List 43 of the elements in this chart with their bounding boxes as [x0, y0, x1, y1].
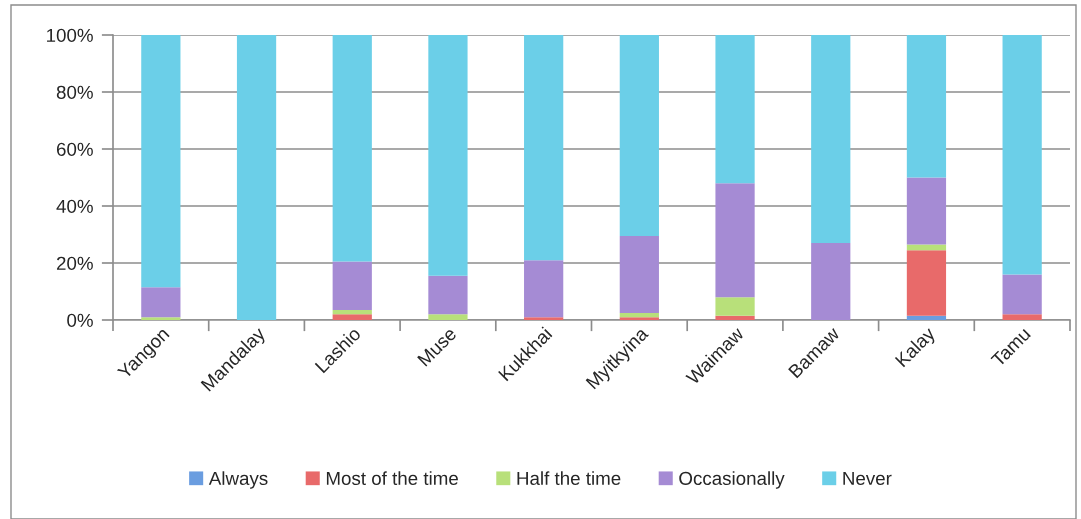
bar	[524, 260, 564, 318]
bar	[619, 235, 659, 313]
bar	[1002, 35, 1042, 275]
y-tick-label: 20%	[56, 256, 93, 270]
bar	[141, 317, 181, 320]
legend-label: Half the time	[517, 471, 621, 486]
bar	[332, 35, 372, 262]
bar	[332, 310, 372, 315]
legend-label: Always	[208, 471, 268, 489]
bar	[524, 35, 564, 261]
bar	[906, 250, 947, 316]
bar	[332, 261, 372, 311]
bar	[428, 314, 468, 320]
legend-label: Most of the time	[326, 471, 458, 486]
bar	[428, 275, 468, 315]
bar	[524, 317, 564, 320]
bar	[1002, 314, 1042, 320]
bar	[715, 315, 755, 320]
bar	[619, 317, 659, 320]
bar	[715, 297, 755, 316]
legend-label: Never	[843, 471, 892, 486]
bar	[332, 314, 372, 320]
y-tick-label: 100%	[47, 28, 93, 42]
bar	[906, 35, 947, 178]
y-tick-label: 40%	[56, 199, 93, 213]
bar	[428, 35, 468, 276]
bar	[715, 35, 755, 184]
bar	[906, 315, 947, 320]
y-tick-label: 0%	[67, 313, 93, 327]
bar	[619, 35, 659, 236]
bar	[1002, 274, 1042, 315]
bar	[141, 35, 181, 288]
legend-label: Occasionally	[679, 471, 785, 489]
bar	[236, 35, 277, 320]
y-tick-label: 80%	[56, 85, 93, 99]
bar	[811, 35, 851, 244]
bar	[811, 243, 851, 320]
bar	[141, 287, 181, 318]
y-tick-label: 60%	[56, 142, 93, 156]
bar	[619, 312, 659, 318]
bar	[906, 244, 947, 251]
bar	[715, 183, 755, 298]
bar	[906, 177, 947, 245]
